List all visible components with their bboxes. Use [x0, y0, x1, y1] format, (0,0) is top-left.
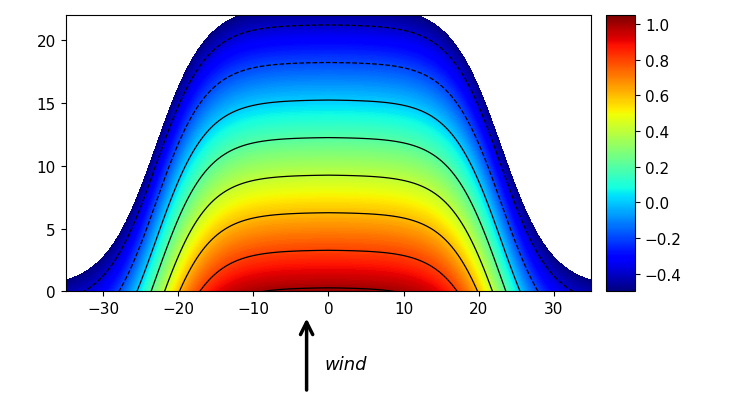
Text: wind: wind [325, 356, 367, 373]
